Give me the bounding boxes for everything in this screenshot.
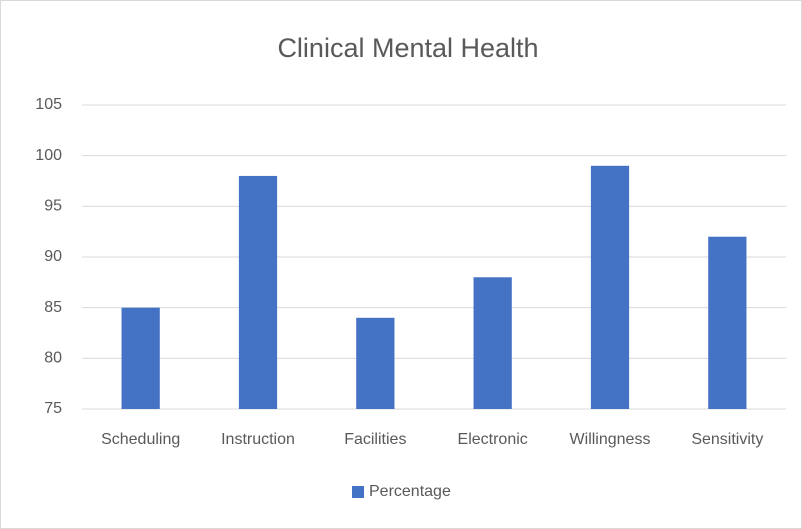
legend-label: Percentage bbox=[369, 483, 451, 500]
bar bbox=[356, 317, 395, 409]
bar bbox=[121, 307, 160, 409]
bar bbox=[590, 165, 630, 409]
x-tick-label: Electronic bbox=[458, 431, 528, 448]
x-tick-label: Facilities bbox=[344, 431, 406, 448]
bar bbox=[473, 277, 512, 409]
legend-swatch bbox=[352, 486, 364, 498]
y-tick-label: 95 bbox=[44, 198, 62, 215]
y-tick-label: 90 bbox=[44, 248, 62, 265]
y-tick-label: 75 bbox=[44, 400, 62, 417]
x-tick-label: Scheduling bbox=[101, 431, 180, 448]
x-tick-label: Sensitivity bbox=[691, 431, 763, 448]
y-tick-label: 105 bbox=[35, 96, 62, 113]
y-tick-label: 85 bbox=[44, 299, 62, 316]
y-tick-label: 100 bbox=[35, 147, 62, 164]
chart-title: Clinical Mental Health bbox=[277, 33, 538, 63]
bar bbox=[708, 236, 747, 409]
x-tick-label: Willingness bbox=[570, 431, 651, 448]
x-tick-label: Instruction bbox=[221, 431, 295, 448]
bar bbox=[238, 175, 278, 409]
y-tick-label: 80 bbox=[44, 350, 62, 367]
